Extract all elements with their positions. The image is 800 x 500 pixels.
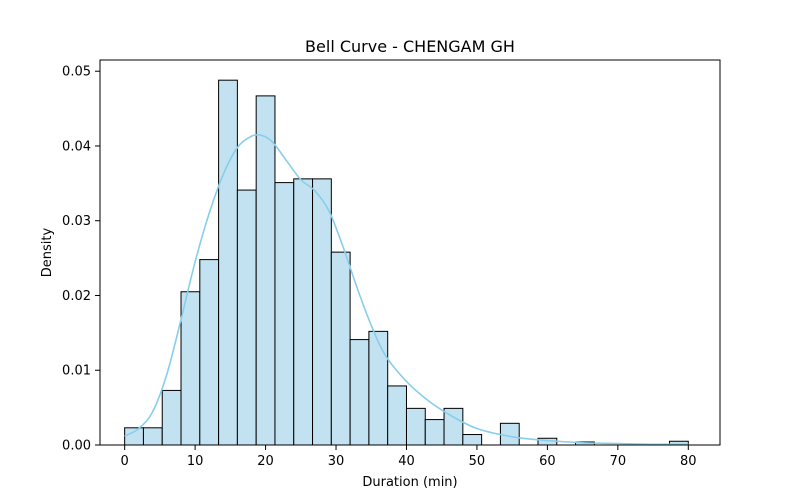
y-tick-label: 0.01 (62, 364, 91, 379)
histogram-bar (293, 178, 314, 446)
x-tick-label: 10 (187, 454, 204, 469)
histogram-bar (312, 178, 332, 446)
y-axis: 0.00 0.01 0.02 0.03 0.04 0.05 (62, 65, 100, 454)
x-tick-label: 80 (680, 454, 697, 469)
x-axis-title: Duration (min) (362, 475, 457, 490)
histogram-bar (330, 251, 351, 446)
x-tick-label: 30 (328, 454, 345, 469)
y-axis-title: Density (40, 227, 55, 277)
histogram-bar (424, 419, 445, 446)
histogram-bar (255, 95, 276, 446)
histogram-bar (274, 182, 295, 446)
x-tick-label: 60 (539, 454, 556, 469)
histogram-bar (142, 427, 163, 446)
y-tick-label: 0.00 (62, 439, 91, 454)
x-axis: 0 10 20 30 40 50 60 70 80 (121, 445, 697, 469)
histogram-bar (236, 189, 257, 446)
histogram-bar (124, 427, 144, 446)
x-tick-label: 0 (121, 454, 129, 469)
histogram-bars (124, 79, 689, 446)
y-tick-label: 0.04 (62, 139, 91, 154)
kde-curve (124, 133, 689, 446)
histogram-bar (218, 79, 238, 446)
x-tick-label: 20 (257, 454, 274, 469)
histogram-bar (349, 339, 370, 446)
plot-frame (99, 59, 721, 446)
histogram-bar (405, 407, 426, 446)
y-tick-label: 0.05 (62, 65, 91, 80)
histogram-bar (499, 422, 520, 446)
y-tick-label: 0.02 (62, 289, 91, 304)
histogram-bar (462, 434, 483, 446)
histogram-bar (199, 259, 220, 446)
chart-title: Bell Curve - CHENGAM GH (305, 37, 515, 56)
y-tick-label: 0.03 (62, 214, 91, 229)
histogram-bar (161, 389, 182, 446)
x-tick-label: 70 (610, 454, 627, 469)
x-tick-label: 50 (469, 454, 486, 469)
histogram-bar (387, 385, 407, 446)
histogram-bar (180, 291, 201, 446)
histogram-bar (368, 330, 389, 446)
x-tick-label: 40 (398, 454, 415, 469)
